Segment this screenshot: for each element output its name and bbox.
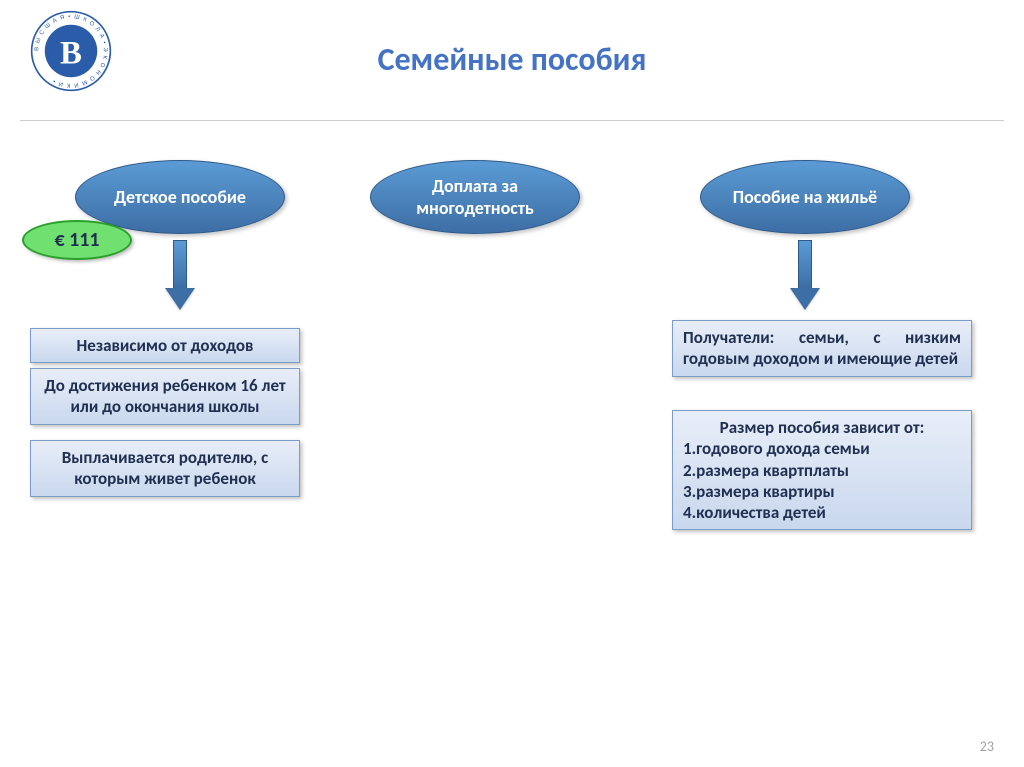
ellipse-large-family-supplement: Доплата за многодетность	[370, 160, 580, 234]
page-number: 23	[980, 738, 994, 755]
box-text: Независимо от доходов	[77, 335, 254, 356]
box-text: До достижения ребенком 16 лет или до око…	[44, 375, 285, 417]
list-item: 4.количества детей	[683, 502, 961, 523]
ellipse-label: Доплата за многодетность	[389, 175, 561, 220]
box-text: Выплачивается родителю, с которым живет …	[62, 447, 269, 489]
list-item: 3.размера квартиры	[683, 481, 961, 502]
right-box-recipients: Получатели: семьи, с низким годовым дохо…	[672, 320, 972, 377]
left-box-2: До достижения ребенком 16 лет или до око…	[30, 368, 300, 425]
title-divider	[20, 120, 1004, 121]
badge-label: € 111	[54, 228, 99, 252]
box-heading: Размер пособия зависит от:	[683, 417, 961, 438]
list-item: 2.размера квартплаты	[683, 460, 961, 481]
list-item: 1.годового дохода семьи	[683, 438, 961, 459]
left-box-3: Выплачивается родителю, с которым живет …	[30, 440, 300, 497]
arrow-down-left	[165, 240, 195, 310]
amount-badge: € 111	[22, 220, 132, 260]
arrow-down-right	[790, 240, 820, 310]
box-text: Получатели: семьи, с низким годовым дохо…	[683, 327, 961, 369]
ellipse-housing-benefit: Пособие на жильё	[700, 160, 910, 234]
ellipse-label: Детское пособие	[114, 186, 246, 209]
page-title: Семейные пособия	[0, 40, 1024, 79]
ellipse-label: Пособие на жильё	[733, 186, 877, 209]
right-box-depends-on: Размер пособия зависит от: 1.годового до…	[672, 410, 972, 530]
left-box-1: Независимо от доходов	[30, 328, 300, 363]
depends-on-list: 1.годового дохода семьи 2.размера квартп…	[683, 438, 961, 523]
